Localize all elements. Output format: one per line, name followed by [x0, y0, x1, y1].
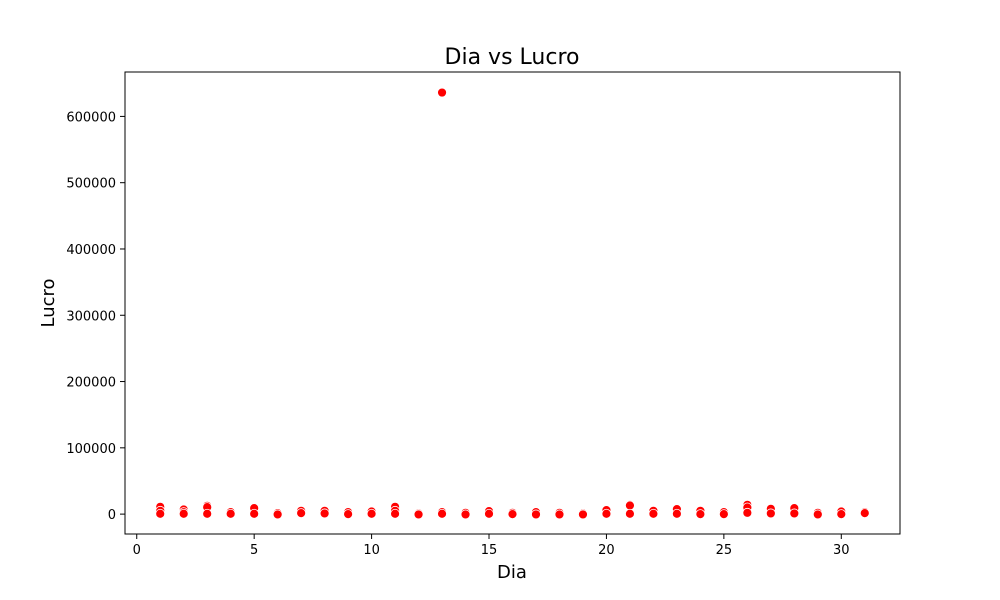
y-tick-label: 400000: [66, 243, 116, 258]
y-tick-label: 500000: [66, 177, 116, 192]
data-point: [437, 87, 447, 98]
data-point: [272, 509, 283, 520]
data-point: [202, 508, 213, 519]
data-point: [178, 508, 189, 519]
x-tick-label: 5: [250, 543, 258, 558]
y-axis-ticks: 0 100000 200000 300000 400000 500000 600000: [66, 110, 125, 523]
data-point: [718, 509, 729, 520]
data-point: [484, 508, 494, 519]
y-tick-label: 300000: [66, 309, 116, 324]
y-tick-label: 0: [108, 508, 116, 523]
data-point: [155, 508, 166, 519]
data-point: [249, 508, 260, 519]
data-point: [625, 500, 635, 511]
chart-title: Dia vs Lucro: [445, 45, 580, 70]
data-point: [225, 508, 236, 519]
data-point: [460, 509, 471, 520]
data-point: [578, 509, 588, 520]
y-axis-label: Lucro: [38, 278, 59, 327]
data-point: [366, 508, 377, 519]
data-point: [507, 509, 518, 520]
x-axis-ticks: 0 5 10 15 20 25 30: [133, 534, 850, 558]
data-point: [554, 509, 565, 520]
data-point: [413, 509, 424, 520]
data-point: [812, 509, 823, 520]
plot-area: [124, 71, 901, 535]
x-tick-label: 25: [716, 543, 733, 558]
data-point: [765, 508, 776, 519]
data-points: [155, 87, 870, 520]
data-point: [296, 508, 307, 519]
x-tick-label: 15: [481, 543, 498, 558]
x-tick-label: 0: [133, 543, 141, 558]
data-point: [648, 508, 659, 519]
data-point: [390, 508, 400, 519]
y-tick-label: 200000: [66, 376, 116, 391]
data-point: [625, 508, 635, 519]
x-tick-label: 10: [363, 543, 380, 558]
data-point: [531, 509, 541, 520]
x-tick-label: 30: [833, 543, 850, 558]
data-point: [437, 508, 447, 519]
data-point: [695, 509, 706, 520]
data-point: [859, 508, 870, 519]
data-point: [601, 508, 612, 519]
data-point: [671, 508, 682, 519]
y-tick-label: 600000: [66, 110, 116, 125]
data-point: [836, 509, 847, 520]
x-axis-label: Dia: [497, 562, 527, 583]
y-tick-label: 100000: [66, 442, 116, 457]
data-point: [789, 508, 800, 519]
x-tick-label: 20: [598, 543, 615, 558]
data-point: [343, 509, 354, 520]
data-point: [319, 508, 330, 519]
data-point: [742, 507, 753, 518]
